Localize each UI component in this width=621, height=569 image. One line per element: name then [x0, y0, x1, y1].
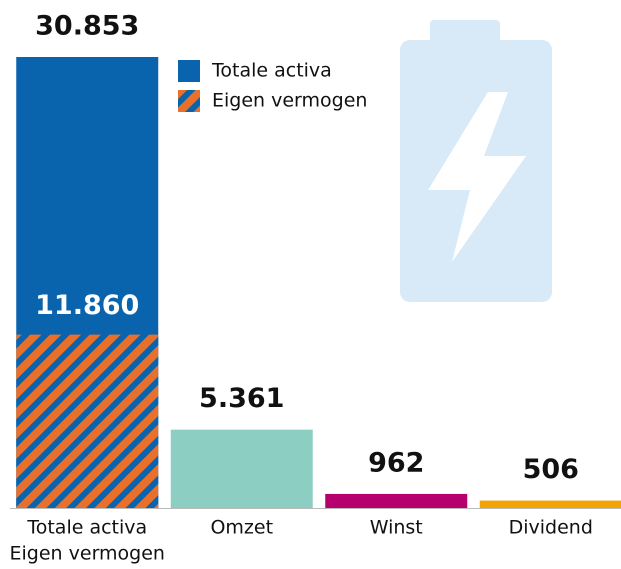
- value-label: 506: [523, 454, 579, 485]
- legend-label: Eigen vermogen: [212, 90, 367, 112]
- legend-swatch: [178, 90, 200, 112]
- legend-label: Totale activa: [211, 60, 332, 82]
- legend-swatch: [178, 60, 200, 82]
- value-label: 5.361: [199, 383, 284, 414]
- bar: [325, 493, 468, 508]
- x-tick-label: Dividend: [509, 517, 593, 539]
- value-label: 30.853: [35, 11, 139, 42]
- x-tick-label: Omzet: [210, 517, 273, 539]
- value-label: 962: [368, 447, 424, 478]
- bar: [170, 429, 313, 508]
- x-tick-label: Winst: [370, 517, 423, 539]
- bar: [479, 500, 621, 508]
- overlay-value-label: 11.860: [35, 290, 139, 321]
- overlay-bar: [16, 334, 159, 508]
- x-tick-label: Eigen vermogen: [10, 543, 165, 565]
- battery-icon: [400, 20, 552, 302]
- x-tick-label: Totale activa: [26, 517, 147, 539]
